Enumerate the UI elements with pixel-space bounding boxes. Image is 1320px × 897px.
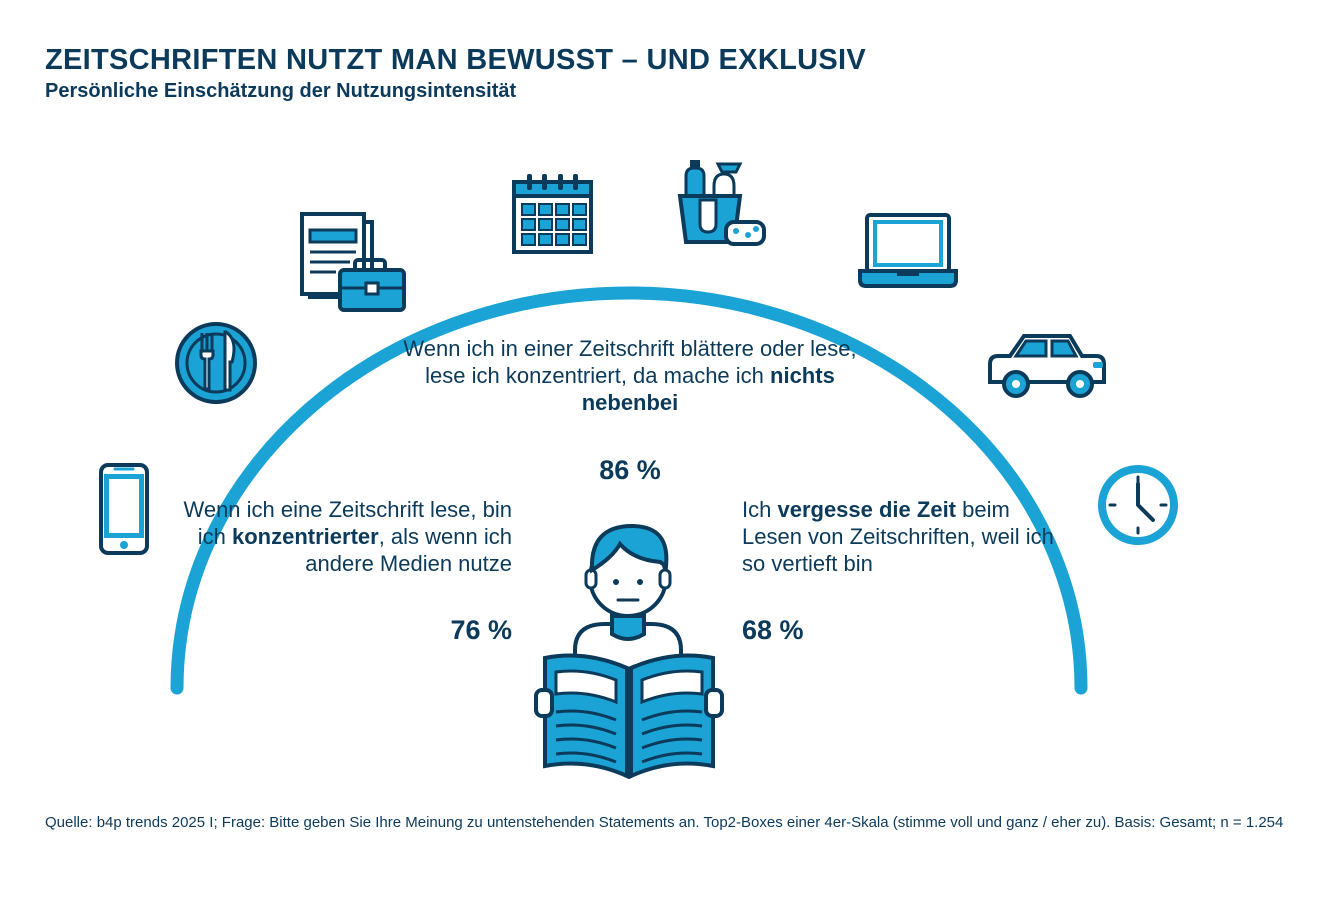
page-title: ZEITSCHRIFTEN NUTZT MAN BEWUSST – UND EX…	[45, 44, 866, 76]
documents-briefcase-icon	[300, 212, 406, 312]
statement-left: Wenn ich eine Zeitschrift lese, bin ich …	[183, 497, 512, 576]
clock-icon	[1098, 465, 1178, 545]
statement-top: Wenn ich in einer Zeitschrift blättere o…	[403, 336, 857, 415]
value-right: 68 %	[742, 615, 804, 645]
value-left: 76 %	[450, 615, 512, 645]
value-top: 86 %	[599, 455, 661, 485]
source-note: Quelle: b4p trends 2025 I; Frage: Bitte …	[45, 814, 1284, 831]
cutlery-icon	[175, 322, 257, 404]
page-subtitle: Persönliche Einschätzung der Nutzungsint…	[45, 80, 517, 102]
car-icon	[988, 334, 1106, 398]
statement-right: Ich vergesse die Zeit beim Lesen von Zei…	[742, 497, 1054, 576]
laptop-icon	[858, 213, 958, 288]
cleaning-bucket-icon	[677, 160, 766, 246]
arc	[170, 286, 1088, 695]
calendar-icon	[512, 174, 593, 254]
smartphone-icon	[99, 463, 149, 555]
reader-icon	[534, 523, 724, 780]
